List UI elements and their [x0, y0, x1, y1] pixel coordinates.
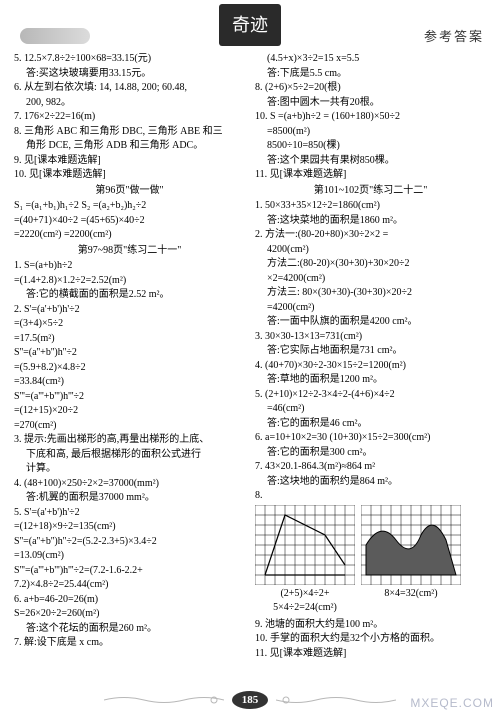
text-line: 答:机翼的面积是37000 mm²。	[14, 491, 245, 505]
text-line: S'''=(a'''+b''')h'''÷2	[14, 390, 245, 404]
section-title: 第101~102页"练习二十二"	[255, 184, 486, 198]
text-line: 200, 982。	[14, 96, 245, 110]
header-logo: 奇迹	[219, 4, 281, 46]
text-line: =(12+15)×20÷2	[14, 404, 245, 418]
right-column: (4.5+x)×3÷2=15 x=5.5 答:下底是5.5 cm。 8. (2+…	[255, 52, 486, 661]
text-line: 9. 池塘的面积大约是100 m²。	[255, 618, 486, 632]
text-line: 4. (40+70)×30÷2-30×15÷2=1200(m²)	[255, 359, 486, 373]
text-line: ×2=4200(cm²)	[255, 272, 486, 286]
text-line: 答:这个果园共有果树850棵。	[255, 154, 486, 168]
header-left-decoration	[20, 28, 90, 44]
watermark: MXEQE.COM	[410, 695, 494, 711]
text-line: 10. S =(a+b)h÷2 = (160+180)×50÷2	[255, 110, 486, 124]
text-line: 2. S'=(a'+b')h'÷2	[14, 303, 245, 317]
section-title: 第97~98页"练习二十一"	[14, 244, 245, 258]
text-line: 6. a=10+10×2=30 (10+30)×15÷2=300(cm²)	[255, 431, 486, 445]
text-line: 角形 DCE, 三角形 ADB 和三角形 ADC。	[14, 139, 245, 153]
text-line: 3. 30×30-13×13=731(cm²)	[255, 330, 486, 344]
text-line: 11. 见[课本难题选解]	[255, 647, 486, 661]
text-line: =4200(cm²)	[255, 301, 486, 315]
text-line: 10. 手掌的面积大约是32个小方格的面积。	[255, 632, 486, 646]
text-line: =(12+18)×9÷2=135(cm²)	[14, 520, 245, 534]
text-line: 方法三: 80×(30+30)-(30+30)×20÷2	[255, 286, 486, 300]
text-line: S''=(a''+b'')h''÷2=(5.2-2.3+5)×3.4÷2	[14, 535, 245, 549]
text-line: =2220(cm²) =2200(cm²)	[14, 228, 245, 242]
text-line: S'''=(a'''+b''')h'''÷2=(7.2-1.6-2.2+	[14, 564, 245, 578]
footer-swirl-right-icon	[276, 695, 396, 705]
text-line: =46(cm²)	[255, 402, 486, 416]
text-line: 11. 见[课本难题选解]	[255, 168, 486, 182]
text-line: (4.5+x)×3÷2=15 x=5.5	[255, 52, 486, 66]
text-line: S=26×20÷2=260(m²)	[14, 607, 245, 621]
grid-svg-right	[361, 505, 461, 585]
text-line: 答:它的横截面的面积是2.52 m²。	[14, 288, 245, 302]
text-line: 5. 12.5×7.8÷2÷100×68=33.15(元)	[14, 52, 245, 66]
text-line: 答:它的面积是46 cm²。	[255, 417, 486, 431]
page-number: 185	[232, 691, 268, 709]
figure-caption: 8×4=32(cm²)	[361, 587, 461, 601]
text-line: =(40+71)×40÷2 =(45+65)×40÷2	[14, 214, 245, 228]
figure-row	[255, 505, 486, 585]
text-line: 下底和高, 最后根据梯形的面积公式进行	[14, 448, 245, 462]
text-line: =(3+4)×5÷2	[14, 317, 245, 331]
figure-captions: (2+5)×4÷2+ 5×4÷2=24(cm²) 8×4=32(cm²)	[255, 587, 486, 616]
text-line: 答:图中圆木一共有20根。	[255, 96, 486, 110]
content-columns: 5. 12.5×7.8÷2÷100×68=33.15(元) 答:买这块玻璃要用3…	[0, 50, 500, 661]
text-line: 9. 见[课本难题选解]	[14, 154, 245, 168]
text-line: 计算。	[14, 462, 245, 476]
left-column: 5. 12.5×7.8÷2÷100×68=33.15(元) 答:买这块玻璃要用3…	[14, 52, 245, 661]
text-line: 答:这块菜地的面积是1860 m²。	[255, 214, 486, 228]
grid-svg-left	[255, 505, 355, 585]
text-line: 5. S'=(a'+b')h'÷2	[14, 506, 245, 520]
text-line: 答:下底是5.5 cm。	[255, 67, 486, 81]
footer-swirl-left-icon	[104, 695, 224, 705]
section-title: 第96页"做一做"	[14, 184, 245, 198]
text-line: =(1.4+2.8)×1.2÷2=2.52(m²)	[14, 274, 245, 288]
text-line: 答:它的面积是300 cm²。	[255, 446, 486, 460]
text-line: 7. 176×2÷22=16(m)	[14, 110, 245, 124]
text-line: S''=(a''+b'')h''÷2	[14, 346, 245, 360]
text-line: 答:这块地的面积约是864 m²。	[255, 475, 486, 489]
text-line: 答:这个花坛的面积是260 m²。	[14, 622, 245, 636]
figure-caption: (2+5)×4÷2+	[255, 587, 355, 601]
grid-figure-right	[361, 505, 461, 585]
text-line: =(5.9+8.2)×4.8÷2	[14, 361, 245, 375]
text-line: 答:草地的面积是1200 m²。	[255, 373, 486, 387]
text-line: 3. 提示:先画出梯形的高,再量出梯形的上底、	[14, 433, 245, 447]
text-line: =8500(m²)	[255, 125, 486, 139]
grid-figure-left	[255, 505, 355, 585]
text-line: 答:它实际占地面积是731 cm²。	[255, 344, 486, 358]
text-line: 方法二:(80-20)×(30+30)+30×20÷2	[255, 257, 486, 271]
text-line: 8. 三角形 ABC 和三角形 DBC, 三角形 ABE 和三	[14, 125, 245, 139]
text-line: 8500÷10=850(棵)	[255, 139, 486, 153]
text-line: 5. (2+10)×12÷2-3×4÷2-(4+6)×4÷2	[255, 388, 486, 402]
text-line: 8. (2+6)×5÷2=20(根)	[255, 81, 486, 95]
text-line: =17.5(m²)	[14, 332, 245, 346]
header-answers-label: 参考答案	[424, 28, 484, 46]
text-line: 1. S=(a+b)h÷2	[14, 259, 245, 273]
text-line: 4200(cm²)	[255, 243, 486, 257]
text-line: 8.	[255, 489, 486, 503]
text-line: 7. 解:设下底是 x cm。	[14, 636, 245, 650]
text-line: =270(cm²)	[14, 419, 245, 433]
text-line: =33.84(cm²)	[14, 375, 245, 389]
text-line: 6. a+b=46-20=26(m)	[14, 593, 245, 607]
text-line: 10. 见[课本难题选解]	[14, 168, 245, 182]
text-line: =13.09(cm²)	[14, 549, 245, 563]
text-line: 答:一面中队旗的面积是4200 cm²。	[255, 315, 486, 329]
text-line: 7.2)×4.8÷2=25.44(cm²)	[14, 578, 245, 592]
text-line: 答:买这块玻璃要用33.15元。	[14, 67, 245, 81]
text-line: 7. 43×20.1-864.3(m²)≈864 m²	[255, 460, 486, 474]
text-line: 4. (48+100)×250÷2×2=37000(mm²)	[14, 477, 245, 491]
text-line: S₁ =(a₁+b₁)h₁÷2 S₂ =(a₂+b₂)h₂÷2	[14, 199, 245, 213]
text-line: 1. 50×33+35×12÷2=1860(cm²)	[255, 199, 486, 213]
text-line: 2. 方法一:(80-20+80)×30÷2×2 =	[255, 228, 486, 242]
page-header: 奇迹 参考答案	[0, 0, 500, 50]
figure-caption: 5×4÷2=24(cm²)	[255, 601, 355, 615]
text-line: 6. 从左到右依次填: 14, 14.88, 200; 60.48,	[14, 81, 245, 95]
